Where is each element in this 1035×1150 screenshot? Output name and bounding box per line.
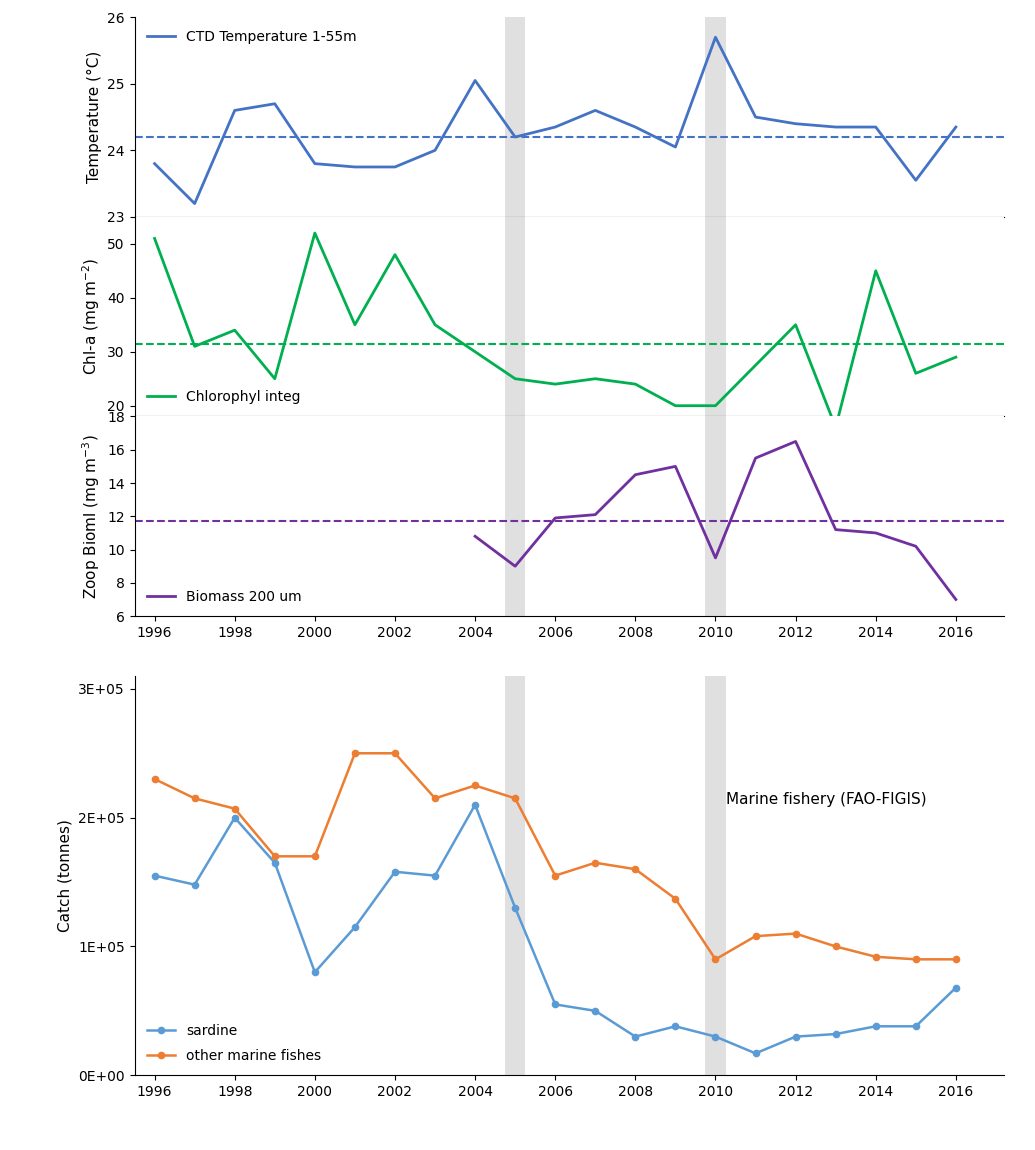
Legend: sardine, other marine fishes: sardine, other marine fishes	[142, 1018, 327, 1068]
Bar	[706, 416, 726, 616]
Y-axis label: Temperature (°C): Temperature (°C)	[87, 51, 101, 183]
Legend: Biomass 200 um: Biomass 200 um	[142, 584, 307, 610]
Bar	[505, 416, 525, 616]
Bar	[505, 17, 525, 217]
Y-axis label: Zoop Bioml (mg m$^{-3}$): Zoop Bioml (mg m$^{-3}$)	[80, 434, 101, 599]
Y-axis label: Chl-a (mg m$^{-2}$): Chl-a (mg m$^{-2}$)	[80, 258, 101, 375]
Y-axis label: Catch (tonnes): Catch (tonnes)	[58, 819, 72, 932]
Bar	[706, 217, 726, 416]
Bar	[706, 17, 726, 217]
Bar	[706, 676, 726, 1075]
Bar	[505, 676, 525, 1075]
Legend: CTD Temperature 1-55m: CTD Temperature 1-55m	[142, 24, 362, 49]
Text: Marine fishery (FAO-FIGIS): Marine fishery (FAO-FIGIS)	[726, 791, 926, 807]
Bar	[505, 217, 525, 416]
Legend: Chlorophyl integ: Chlorophyl integ	[142, 384, 306, 409]
